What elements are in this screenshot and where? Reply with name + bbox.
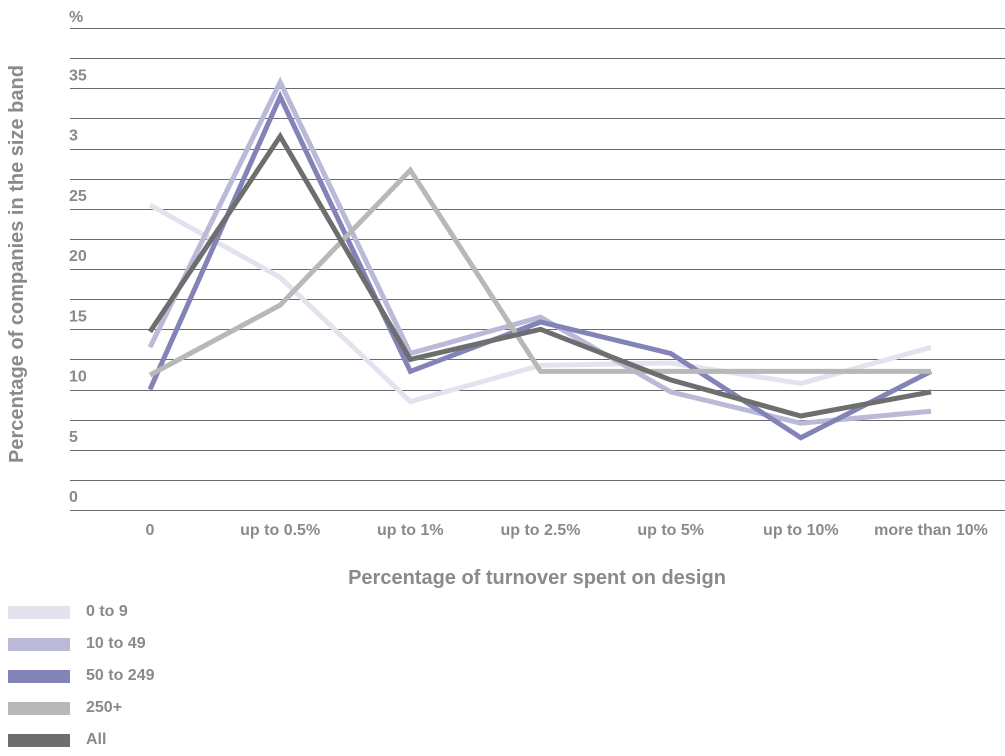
y-tick-label: 5 <box>69 429 78 446</box>
legend-item: 0 to 9 <box>8 596 154 628</box>
legend-swatch <box>8 701 70 715</box>
legend-swatch <box>8 669 70 683</box>
y-tick-label: 20 <box>69 248 87 265</box>
series-line-all <box>147 131 932 419</box>
series-line-50-to-249 <box>147 90 933 441</box>
y-tick-label: 0 <box>69 489 78 506</box>
x-tick-labels: 0 up to 0.5% up to 1% up to 2.5% up to 5% up … <box>146 522 988 539</box>
y-tick-labels: 0 5 10 15 20 25 3 35 <box>69 67 87 506</box>
y-tick-label: 10 <box>69 369 87 386</box>
x-tick-label: up to 0.5% <box>240 522 320 539</box>
y-tick-label: 35 <box>69 67 87 84</box>
legend-swatch <box>8 733 70 747</box>
y-tick-label: 3 <box>69 128 78 145</box>
y-unit-label: % <box>69 9 83 26</box>
legend-item: 10 to 49 <box>8 628 154 660</box>
legend-item: 50 to 249 <box>8 660 154 692</box>
x-tick-label: up to 10% <box>763 522 839 539</box>
legend-label: 10 to 49 <box>86 635 146 652</box>
line-chart: 0 5 10 15 20 25 3 35 % Percentage of companies … <box>6 9 1005 589</box>
x-axis-title: Percentage of turnover spent on design <box>348 567 726 589</box>
y-tick-label: 25 <box>69 188 87 205</box>
legend-swatch <box>8 637 70 651</box>
y-axis-title: Percentage of companies in the size band <box>6 65 28 463</box>
x-tick-label: 0 <box>146 522 155 539</box>
legend-item: All <box>8 724 154 756</box>
legend-label: All <box>86 731 107 748</box>
legend-label: 250+ <box>86 699 123 716</box>
legend: 0 to 9 10 to 49 50 to 249 250+ All <box>8 596 154 756</box>
x-tick-label: up to 1% <box>377 522 444 539</box>
legend-item: 250+ <box>8 692 154 724</box>
x-tick-label: up to 5% <box>637 522 704 539</box>
x-tick-label: more than 10% <box>874 522 988 539</box>
series-line-10-to-49 <box>147 76 932 426</box>
series-line-250 <box>148 166 931 378</box>
y-tick-label: 15 <box>69 308 87 325</box>
gridlines <box>70 28 1005 511</box>
series-lines <box>147 76 933 441</box>
legend-label: 50 to 249 <box>86 667 155 684</box>
legend-swatch <box>8 605 70 619</box>
x-tick-label: up to 2.5% <box>500 522 580 539</box>
series-line-0-to-9 <box>148 202 932 405</box>
legend-label: 0 to 9 <box>86 603 128 620</box>
